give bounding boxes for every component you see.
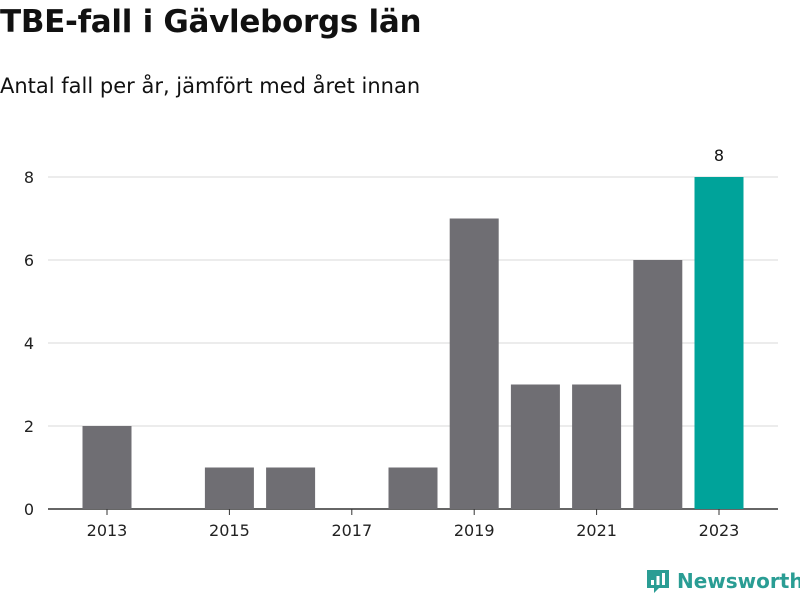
x-tick-label: 2021 xyxy=(576,521,617,540)
x-tick-label: 2019 xyxy=(454,521,495,540)
x-axis-tick-labels: 2013 2015 2017 2019 2021 2023 xyxy=(87,509,740,540)
chart-subtitle: Antal fall per år, jämfört med året inna… xyxy=(0,74,421,98)
bar-2021 xyxy=(572,384,622,509)
brand-logo: Newsworthy xyxy=(645,568,800,594)
bar-2016 xyxy=(266,467,316,509)
bar-2022 xyxy=(633,260,683,509)
bar-2013 xyxy=(82,426,132,509)
bar-2018 xyxy=(388,467,438,509)
x-tick-label: 2015 xyxy=(209,521,250,540)
y-tick-label: 2 xyxy=(24,417,34,436)
bar-2019 xyxy=(449,218,499,509)
x-tick-label: 2017 xyxy=(331,521,372,540)
brand-name: Newsworthy xyxy=(677,569,800,593)
x-tick-label: 2013 xyxy=(87,521,128,540)
data-label-2023: 8 xyxy=(714,146,724,165)
chart-title: TBE-fall i Gävleborgs län xyxy=(0,4,422,40)
data-labels: 8 xyxy=(714,146,724,165)
x-tick-label: 2023 xyxy=(699,521,740,540)
y-tick-label: 6 xyxy=(24,251,34,270)
y-axis-tick-labels: 0 2 4 6 8 xyxy=(24,168,34,519)
y-tick-label: 0 xyxy=(24,500,34,519)
bar-2023 xyxy=(694,177,744,509)
bar-2020 xyxy=(510,384,560,509)
bar-2015 xyxy=(204,467,254,509)
bars xyxy=(82,177,744,509)
y-tick-label: 8 xyxy=(24,168,34,187)
bar-chart: 0 2 4 6 8 2013 2015 2017 2019 2021 2023 8 xyxy=(24,146,778,540)
y-tick-label: 4 xyxy=(24,334,34,353)
newsworthy-logo-icon xyxy=(647,570,669,593)
